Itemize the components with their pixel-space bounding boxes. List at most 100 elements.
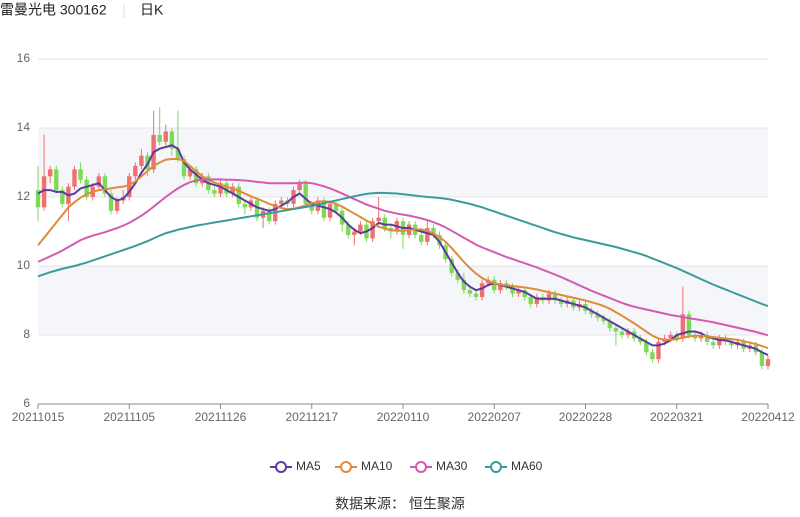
candle-body xyxy=(370,221,375,239)
candle-body xyxy=(352,231,357,235)
y-tick-label: 14 xyxy=(17,120,31,134)
candle-body xyxy=(242,203,248,208)
candle-body xyxy=(759,352,765,367)
candle-body xyxy=(96,176,102,187)
candle-body xyxy=(193,169,199,184)
candle-body xyxy=(431,228,436,235)
candle-body xyxy=(607,321,613,329)
candle-body xyxy=(510,286,515,294)
candle-body xyxy=(595,314,600,318)
candle-body xyxy=(528,297,533,304)
candle-body xyxy=(467,290,473,294)
candle-body xyxy=(692,335,698,339)
y-tick-label: 8 xyxy=(23,327,30,341)
candle-body xyxy=(455,272,460,280)
candle-body xyxy=(60,190,65,204)
candle-body xyxy=(163,131,168,142)
ma-line xyxy=(37,191,769,307)
candle-body xyxy=(686,314,692,335)
candle-body xyxy=(139,155,144,166)
candle-body xyxy=(650,352,655,360)
candle-body xyxy=(236,186,241,204)
y-tick-label: 6 xyxy=(23,396,30,410)
candle-body xyxy=(321,200,327,218)
legend-label: MA10 xyxy=(361,459,393,473)
candle-body xyxy=(309,203,314,211)
candle-body xyxy=(516,290,521,294)
candle-body xyxy=(230,186,235,194)
ma-line xyxy=(37,158,769,350)
legend-label: MA5 xyxy=(296,459,321,473)
candle-body xyxy=(717,338,722,346)
candle-body xyxy=(765,359,771,367)
candle-body xyxy=(346,224,351,235)
candle-body xyxy=(303,183,308,204)
candle-body xyxy=(625,331,631,335)
candle-body xyxy=(224,183,229,194)
candle-body xyxy=(558,300,564,304)
candle-body xyxy=(698,335,704,339)
legend-item[interactable]: MA10 xyxy=(335,459,393,473)
candle-body xyxy=(181,159,187,177)
x-tick-label: 20211126 xyxy=(195,410,247,424)
candle-body xyxy=(327,203,333,218)
candle-body xyxy=(169,131,175,149)
candle-body xyxy=(601,317,606,322)
candle-body xyxy=(729,341,734,346)
chart-title: 雷曼光电 300162 xyxy=(0,2,107,18)
candle-body xyxy=(680,314,686,339)
candle-body xyxy=(419,234,424,242)
ma-line xyxy=(37,178,769,337)
candle-body xyxy=(668,335,673,339)
x-tick-label: 20220110 xyxy=(377,410,430,424)
candle-body xyxy=(35,190,41,208)
legend-label: MA30 xyxy=(436,459,468,473)
candle-body xyxy=(157,134,162,142)
candle-body xyxy=(133,165,138,177)
candle-body xyxy=(589,310,594,315)
candle-body xyxy=(613,328,619,332)
candle-body xyxy=(425,228,430,242)
candle-body xyxy=(266,210,272,222)
candle-body xyxy=(704,335,710,342)
x-tick-label: 20211015 xyxy=(12,410,65,424)
candle-body xyxy=(711,341,716,346)
candle-body xyxy=(552,293,558,301)
candle-body xyxy=(127,176,132,197)
candle-body xyxy=(638,338,643,342)
candle-body xyxy=(619,331,625,335)
candle-body xyxy=(498,283,503,291)
legend-marker xyxy=(415,461,427,473)
legend-item[interactable]: MA60 xyxy=(485,459,543,473)
candle-body xyxy=(279,200,284,204)
y-tick-label: 10 xyxy=(17,258,31,272)
candle-body xyxy=(376,217,381,222)
split-area xyxy=(38,266,768,335)
legend-item[interactable]: MA5 xyxy=(270,459,321,473)
candle-body xyxy=(218,183,223,194)
source-note: 数据来源： 恒生聚源 xyxy=(335,496,465,512)
legend-marker xyxy=(340,461,352,473)
legend-marker xyxy=(490,461,502,473)
x-tick-label: 20220207 xyxy=(468,410,522,424)
candle-body xyxy=(479,283,485,298)
candle-body xyxy=(47,169,53,177)
x-tick-label: 20220228 xyxy=(559,410,613,424)
x-tick-label: 20211105 xyxy=(103,410,155,424)
candle-body xyxy=(674,335,679,339)
candle-body xyxy=(212,190,217,194)
candle-body xyxy=(449,259,454,273)
candle-body xyxy=(297,183,302,191)
x-tick-label: 20211217 xyxy=(286,410,339,424)
candle-body xyxy=(78,169,83,180)
candle-body xyxy=(175,148,181,160)
legend-item[interactable]: MA30 xyxy=(410,459,468,473)
candle-body xyxy=(114,200,120,211)
period-label: 日K xyxy=(140,2,164,18)
candle-body xyxy=(534,297,540,304)
candle-body xyxy=(656,341,661,360)
candle-body xyxy=(187,169,193,177)
candle-body xyxy=(84,179,89,197)
candle-body xyxy=(644,341,649,353)
